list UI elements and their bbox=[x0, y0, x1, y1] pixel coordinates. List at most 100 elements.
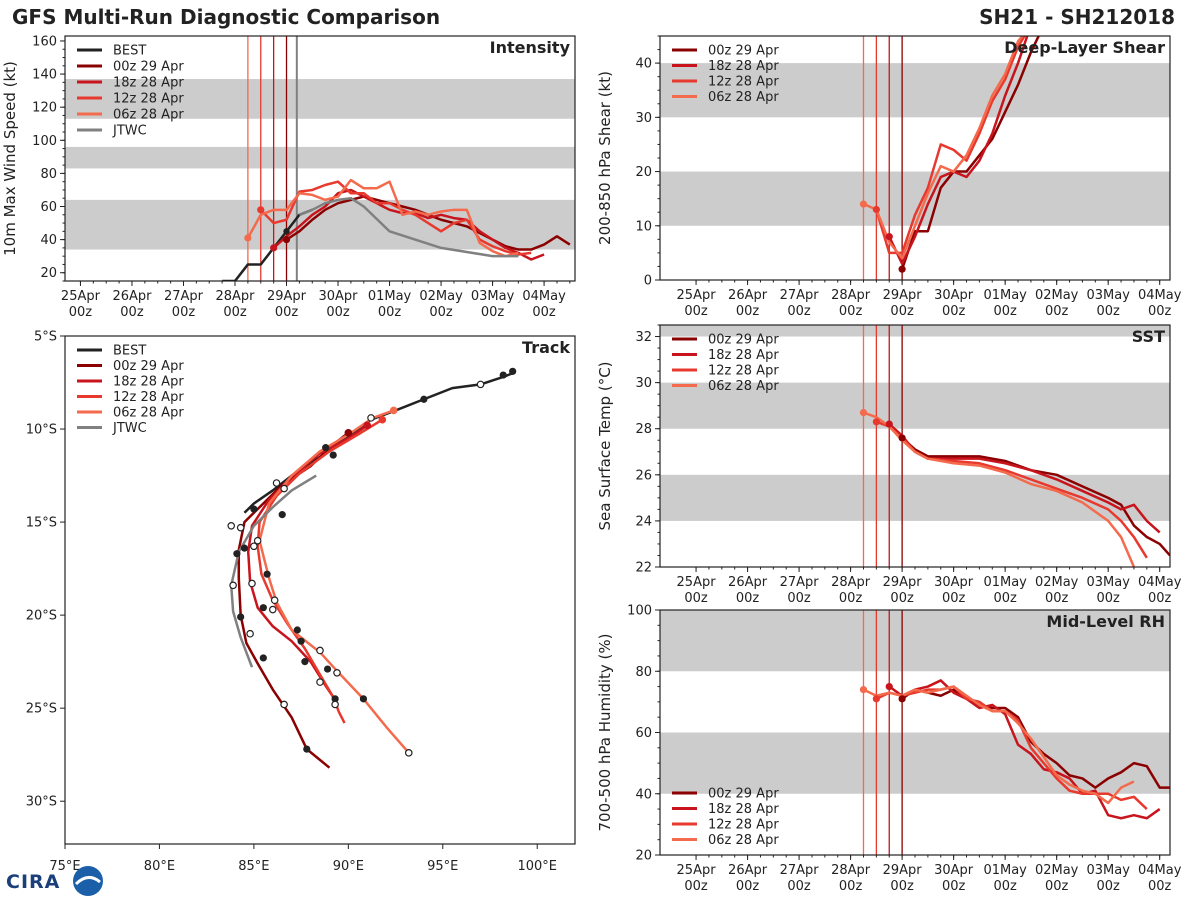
plot-area bbox=[227, 367, 517, 769]
legend-label: 12z 28 Apr bbox=[113, 92, 184, 107]
x-tick-hour: 00z bbox=[1148, 591, 1172, 606]
lat-tick-label: 30°S bbox=[26, 795, 57, 810]
track-start-point bbox=[378, 415, 387, 424]
x-tick-day: 27Apr bbox=[780, 863, 820, 878]
panel-rh: Mid-Level RH 20 40 60 80 100 700-500 hPa Humid… bbox=[596, 604, 1182, 895]
track-point-filled bbox=[331, 695, 339, 703]
track-point-filled bbox=[301, 658, 309, 666]
y-axis-label: 700-500 hPa Humidity (%) bbox=[596, 633, 614, 831]
legend-label: 00z 29 Apr bbox=[708, 44, 779, 59]
run-start-marker bbox=[859, 686, 868, 694]
y-tick-label: 26 bbox=[635, 468, 652, 483]
legend-label: 12z 28 Apr bbox=[708, 75, 779, 90]
x-tick-day: 04May bbox=[522, 289, 566, 304]
x-tick-hour: 00z bbox=[787, 304, 811, 319]
y-tick-label: 30 bbox=[635, 111, 652, 126]
run-start-marker bbox=[898, 434, 906, 442]
panel-intensity: Intensity 20 40 60 80 100 120 140 160 10m Max Win… bbox=[1, 34, 576, 320]
x-tick-day: 25Apr bbox=[677, 863, 717, 878]
y-axis-label: Sea Surface Temp (°C) bbox=[596, 361, 614, 530]
series-line-jtwc bbox=[298, 196, 519, 258]
track-point-open bbox=[331, 700, 339, 709]
x-tick-day: 27Apr bbox=[780, 288, 820, 303]
legend-label: 00z 29 Apr bbox=[708, 333, 779, 348]
x-tick-hour: 00z bbox=[69, 305, 93, 320]
series-line-00z-29-apr bbox=[901, 437, 1170, 557]
storm-id: SH21 - SH212018 bbox=[979, 5, 1175, 29]
run-start-marker bbox=[885, 233, 893, 241]
x-tick-day: 04May bbox=[1138, 575, 1182, 590]
y-tick-label: 28 bbox=[635, 422, 652, 437]
y-tick-label: 22 bbox=[635, 561, 652, 576]
legend-label: JTWC bbox=[112, 124, 147, 139]
panel-track: Track 75°E 80°E 85°E 90°E 95°E 100°E 5°S 10°S 15°… bbox=[26, 330, 576, 874]
x-tick-hour: 00z bbox=[993, 879, 1017, 894]
plot-area bbox=[859, 679, 1170, 820]
track-point-open bbox=[333, 669, 341, 677]
track-point-open bbox=[476, 380, 485, 389]
series-line-12z-28-apr bbox=[875, 36, 1026, 255]
logo-text: CIRA bbox=[6, 871, 60, 893]
legend-label: 18z 28 Apr bbox=[113, 76, 184, 91]
legend-label: 18z 28 Apr bbox=[708, 802, 779, 817]
series-line-06z-28-apr bbox=[862, 36, 1024, 260]
x-tick-day: 30Apr bbox=[934, 863, 974, 878]
x-tick-day: 01May bbox=[983, 575, 1027, 590]
legend-label: 06z 28 Apr bbox=[708, 379, 779, 394]
panel-title: Mid-Level RH bbox=[1046, 612, 1165, 631]
x-tick-day: 03May bbox=[1086, 575, 1130, 590]
y-tick-label: 100 bbox=[627, 604, 652, 619]
lon-tick-label: 80°E bbox=[144, 859, 175, 874]
lat-tick-label: 5°S bbox=[34, 330, 57, 345]
run-start-marker bbox=[244, 234, 252, 242]
x-tick-hour: 00z bbox=[942, 879, 966, 894]
track-point-open bbox=[272, 479, 281, 487]
track-point-filled bbox=[322, 444, 330, 452]
legend-label: 12z 28 Apr bbox=[113, 390, 184, 405]
y-tick-label: 10 bbox=[635, 219, 652, 234]
legend-label: 00z 29 Apr bbox=[708, 787, 779, 802]
legend-label: 00z 29 Apr bbox=[113, 359, 184, 374]
legend-label: 06z 28 Apr bbox=[708, 90, 779, 105]
lat-tick-label: 20°S bbox=[26, 609, 57, 624]
track-point-filled bbox=[237, 613, 245, 621]
x-tick-day: 02May bbox=[1035, 288, 1079, 303]
track-point-open bbox=[250, 542, 258, 551]
x-tick-day: 25Apr bbox=[61, 289, 101, 304]
run-start-marker bbox=[898, 265, 906, 273]
y-axis-label: 200-850 hPa Shear (kt) bbox=[596, 71, 614, 245]
cira-globe-icon bbox=[73, 866, 103, 896]
x-tick-day: 26Apr bbox=[728, 288, 768, 303]
track-point-filled bbox=[359, 695, 368, 703]
legend-label: 06z 28 Apr bbox=[708, 833, 779, 848]
x-tick-hour: 00z bbox=[787, 591, 811, 606]
series-line-06z-28-apr bbox=[258, 409, 410, 754]
shaded-band bbox=[660, 382, 1170, 429]
legend-label: 06z 28 Apr bbox=[113, 108, 184, 123]
x-tick-hour: 00z bbox=[684, 591, 708, 606]
panel-title: Deep-Layer Shear bbox=[1004, 38, 1165, 57]
x-tick-day: 29Apr bbox=[883, 863, 923, 878]
shaded-band bbox=[660, 610, 1170, 672]
x-tick-day: 30Apr bbox=[934, 575, 974, 590]
x-tick-day: 26Apr bbox=[728, 575, 768, 590]
x-tick-hour: 00z bbox=[1045, 879, 1069, 894]
x-tick-day: 29Apr bbox=[883, 288, 923, 303]
shaded-band bbox=[65, 146, 575, 169]
series-line-06z-28-apr bbox=[862, 685, 1135, 805]
y-tick-label: 60 bbox=[635, 726, 652, 741]
y-tick-label: 60 bbox=[40, 200, 57, 215]
legend-label: 18z 28 Apr bbox=[113, 375, 184, 390]
x-tick-day: 04May bbox=[1138, 288, 1182, 303]
lon-tick-label: 75°E bbox=[49, 859, 80, 874]
x-tick-hour: 00z bbox=[378, 305, 402, 320]
x-tick-day: 29Apr bbox=[267, 289, 307, 304]
track-point-filled bbox=[420, 395, 428, 403]
run-start-marker bbox=[270, 244, 278, 252]
x-tick-hour: 00z bbox=[1045, 304, 1069, 319]
x-tick-day: 25Apr bbox=[677, 288, 717, 303]
track-point-filled bbox=[233, 550, 241, 558]
track-point-open bbox=[227, 522, 236, 530]
legend-label: BEST bbox=[113, 344, 146, 359]
x-tick-hour: 00z bbox=[890, 304, 914, 319]
